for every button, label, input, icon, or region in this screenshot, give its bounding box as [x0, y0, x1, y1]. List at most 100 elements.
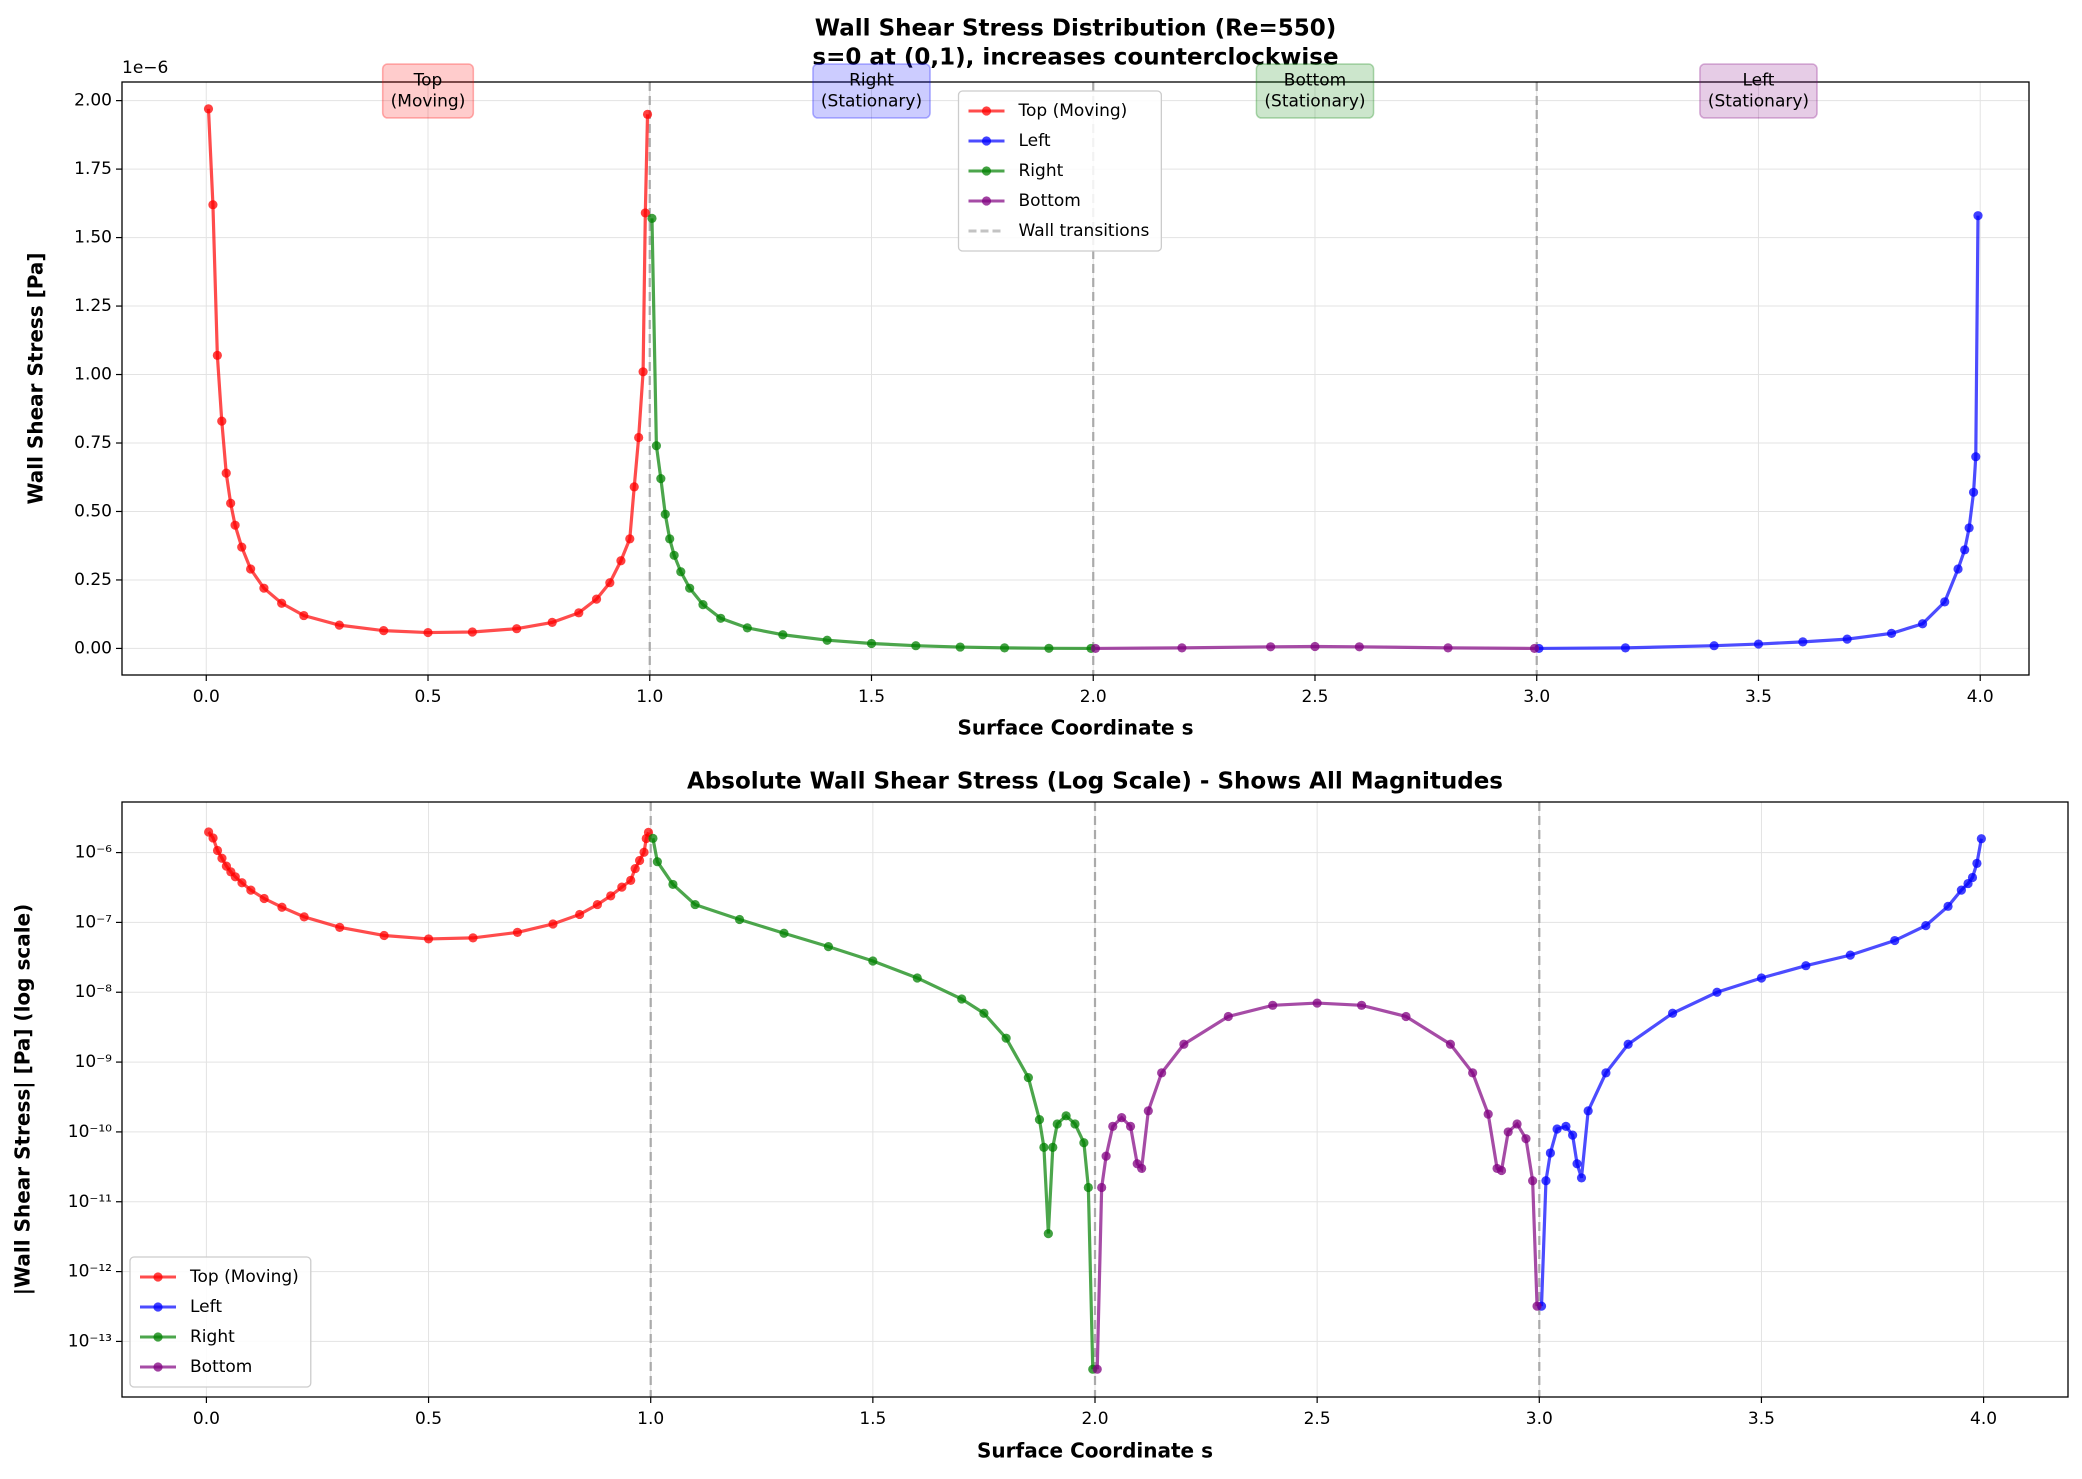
- annotation-box: [1699, 63, 1818, 119]
- data-point: [1445, 1039, 1456, 1049]
- data-point: [1917, 619, 1928, 629]
- data-point: [660, 509, 670, 519]
- data-point: [1443, 643, 1453, 653]
- y-tick-label: 1.75: [74, 159, 112, 179]
- x-tick-label: 2.5: [1304, 1409, 1331, 1429]
- chart-title: Absolute Wall Shear Stress (Log Scale) -…: [687, 769, 1503, 795]
- data-point: [1532, 1301, 1542, 1311]
- data-point: [1709, 641, 1719, 651]
- legend-label: Left: [190, 1297, 222, 1317]
- data-point: [591, 594, 602, 604]
- data-point: [1503, 1127, 1513, 1137]
- data-point: [912, 973, 922, 983]
- legend-label: Right: [190, 1327, 235, 1347]
- data-point: [734, 914, 745, 925]
- data-point: [379, 626, 389, 636]
- data-point: [230, 520, 240, 530]
- annotation-box: [1255, 63, 1375, 119]
- data-point: [606, 891, 616, 901]
- data-point: [955, 642, 965, 652]
- x-axis-label: Surface Coordinate s: [957, 716, 1193, 740]
- data-point: [246, 564, 256, 574]
- data-point: [1568, 1130, 1578, 1140]
- data-point: [1143, 1106, 1153, 1116]
- data-point: [221, 468, 231, 478]
- data-point: [1956, 885, 1966, 895]
- data-point: [1070, 1119, 1080, 1129]
- data-point: [1401, 1011, 1411, 1022]
- y-tick-label: 10⁻¹²: [68, 1262, 112, 1282]
- data-point: [676, 567, 686, 577]
- data-point: [639, 847, 649, 857]
- legend-marker: [153, 1332, 163, 1342]
- x-tick-label: 0.5: [415, 1409, 442, 1429]
- legend-marker: [153, 1362, 163, 1372]
- data-point: [237, 542, 247, 552]
- data-point: [548, 919, 558, 929]
- data-point: [1842, 634, 1852, 644]
- data-point: [1886, 628, 1897, 638]
- data-point: [574, 608, 584, 618]
- annotation: Left (Stationary): [1708, 70, 1809, 111]
- data-point: [1048, 1142, 1058, 1153]
- data-point: [1083, 1182, 1093, 1193]
- data-point: [1101, 1151, 1111, 1161]
- data-point: [1108, 1121, 1118, 1131]
- data-point: [1552, 1124, 1562, 1134]
- y-axis-label: |Wall Shear Stress| [Pa] (log scale): [11, 904, 35, 1296]
- data-point: [1468, 1068, 1478, 1078]
- y-tick-label: 1.50: [74, 228, 112, 248]
- data-point: [1043, 1228, 1053, 1239]
- data-point: [629, 482, 639, 492]
- data-point: [1023, 1072, 1033, 1083]
- data-point: [277, 598, 287, 608]
- data-point: [468, 933, 478, 943]
- data-point: [299, 912, 309, 922]
- data-point: [547, 617, 557, 628]
- data-point: [656, 474, 666, 484]
- data-point: [1845, 950, 1855, 960]
- data-point: [1061, 1111, 1071, 1121]
- x-tick-label: 1.0: [637, 1409, 664, 1429]
- legend-frame: [957, 90, 1162, 252]
- data-point: [259, 893, 269, 904]
- x-tick-label: 0.5: [414, 687, 441, 707]
- data-point: [1620, 643, 1631, 653]
- legend-marker: [153, 1302, 163, 1312]
- data-point: [1583, 1106, 1593, 1116]
- x-tick-label: 2.0: [1080, 687, 1107, 707]
- data-point: [1179, 1039, 1189, 1049]
- data-point: [299, 610, 309, 621]
- data-point: [1223, 1011, 1233, 1022]
- data-point: [1971, 452, 1981, 462]
- data-point: [575, 909, 585, 920]
- data-point: [1097, 1182, 1107, 1193]
- data-point: [1890, 935, 1900, 946]
- x-tick-label: 1.0: [636, 687, 663, 707]
- data-point: [616, 556, 626, 566]
- data-point: [423, 934, 434, 944]
- data-point: [1092, 1364, 1102, 1374]
- data-point: [685, 583, 695, 593]
- data-point: [1137, 1163, 1147, 1174]
- y-tick-label: 0.75: [74, 433, 112, 453]
- data-point: [635, 855, 645, 866]
- data-point: [1972, 858, 1982, 868]
- y-tick-label: 1.25: [74, 296, 112, 316]
- data-point: [634, 432, 644, 443]
- data-point: [259, 583, 269, 593]
- data-point: [1576, 1173, 1587, 1183]
- data-point: [652, 857, 662, 867]
- data-point: [1039, 1142, 1049, 1153]
- x-tick-label: 3.0: [1523, 687, 1550, 707]
- data-point: [1667, 1008, 1678, 1018]
- data-point: [335, 922, 345, 932]
- axes-frame: [121, 81, 2030, 676]
- x-tick-label: 4.0: [1970, 1409, 1997, 1429]
- data-point: [1964, 523, 1974, 533]
- data-point: [716, 613, 726, 623]
- data-point: [999, 643, 1010, 653]
- data-point: [1090, 643, 1101, 654]
- data-point: [638, 367, 648, 377]
- annotation: Right (Stationary): [821, 70, 922, 111]
